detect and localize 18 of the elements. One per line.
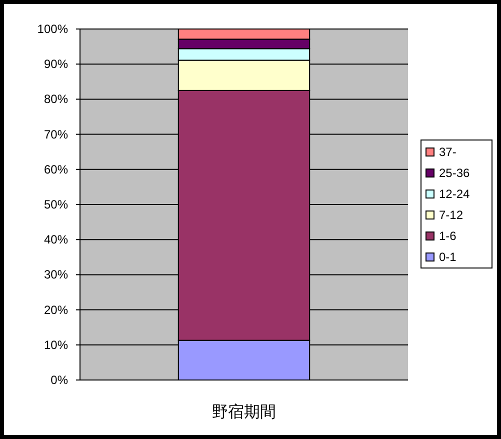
x-tick-label: 野宿期間 xyxy=(212,403,276,421)
y-tick-label: 20% xyxy=(44,302,68,317)
y-tick-label: 90% xyxy=(44,57,68,72)
y-tick-label: 50% xyxy=(44,198,68,212)
y-tick-label: 40% xyxy=(44,232,68,247)
y-tick-label: 80% xyxy=(44,92,68,106)
y-tick-label: 10% xyxy=(44,338,68,352)
legend-label: 0-1 xyxy=(439,250,457,264)
legend-label: 12-24 xyxy=(439,187,470,201)
legend-label: 37- xyxy=(439,145,456,159)
y-tick-label: 70% xyxy=(44,127,68,142)
legend-label: 1-6 xyxy=(439,229,457,243)
y-tick-label: 0% xyxy=(50,373,68,387)
legend-label: 7-12 xyxy=(439,208,464,222)
y-tick-label: 60% xyxy=(44,162,68,176)
y-tick-label: 30% xyxy=(44,268,68,282)
y-tick-label: 100% xyxy=(37,22,68,36)
legend-label: 25-36 xyxy=(439,166,470,180)
